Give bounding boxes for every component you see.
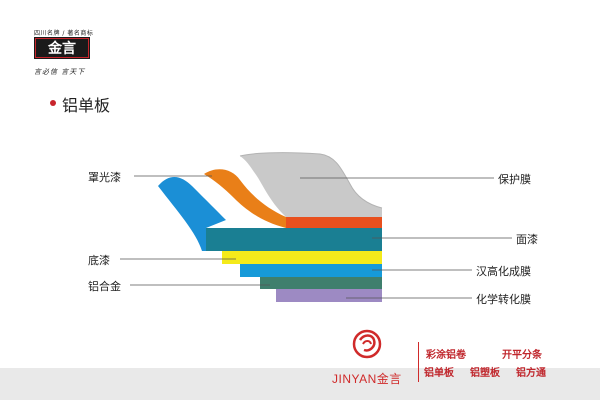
- gloss-paint-blue-layer: [158, 176, 226, 251]
- gloss-paint-orange-layer: [204, 169, 286, 228]
- label-primer: 底漆: [88, 254, 110, 267]
- chemical-film-layer: [276, 289, 382, 302]
- primer-layer: [222, 251, 382, 264]
- brand-logo-mark: 金言: [34, 37, 90, 59]
- aluminum-alloy-layer: [260, 277, 382, 289]
- conversion-film-layer: [240, 264, 382, 277]
- label-chinese-film: 汉高化成膜: [476, 265, 531, 278]
- section-title: 铝单板: [62, 96, 111, 115]
- brand-divider: [418, 342, 419, 382]
- product-aluminum-tube: 铝方通: [516, 368, 546, 379]
- title-bullet-icon: [50, 100, 56, 106]
- logo-text: 金言: [47, 40, 76, 57]
- topcoat-teal-layer: [206, 228, 382, 251]
- protective-film-layer: [240, 152, 382, 217]
- label-topcoat: 面漆: [516, 233, 538, 246]
- brand-name: JINYAN金言: [332, 372, 402, 386]
- label-gloss-paint: 罩光漆: [88, 171, 121, 184]
- product-slitting: 开平分条: [502, 350, 542, 361]
- label-aluminum-alloy: 铝合金: [88, 280, 121, 293]
- topcoat-red-layer: [286, 217, 382, 228]
- product-aluminum-veneer: 铝单板: [424, 368, 454, 379]
- label-chemical-conversion: 化学转化膜: [476, 293, 531, 306]
- brand-swirl-icon: [352, 329, 382, 359]
- footer-band: [0, 368, 600, 400]
- product-aluminum-plastic-panel: 铝塑板: [470, 368, 500, 379]
- label-protective-film: 保护膜: [498, 173, 531, 186]
- logo-tagline: 四川名牌 / 著名商标: [34, 30, 94, 37]
- product-color-coated-coil: 彩涂铝卷: [426, 350, 466, 361]
- logo-slogan: 言必信 言天下: [34, 68, 86, 76]
